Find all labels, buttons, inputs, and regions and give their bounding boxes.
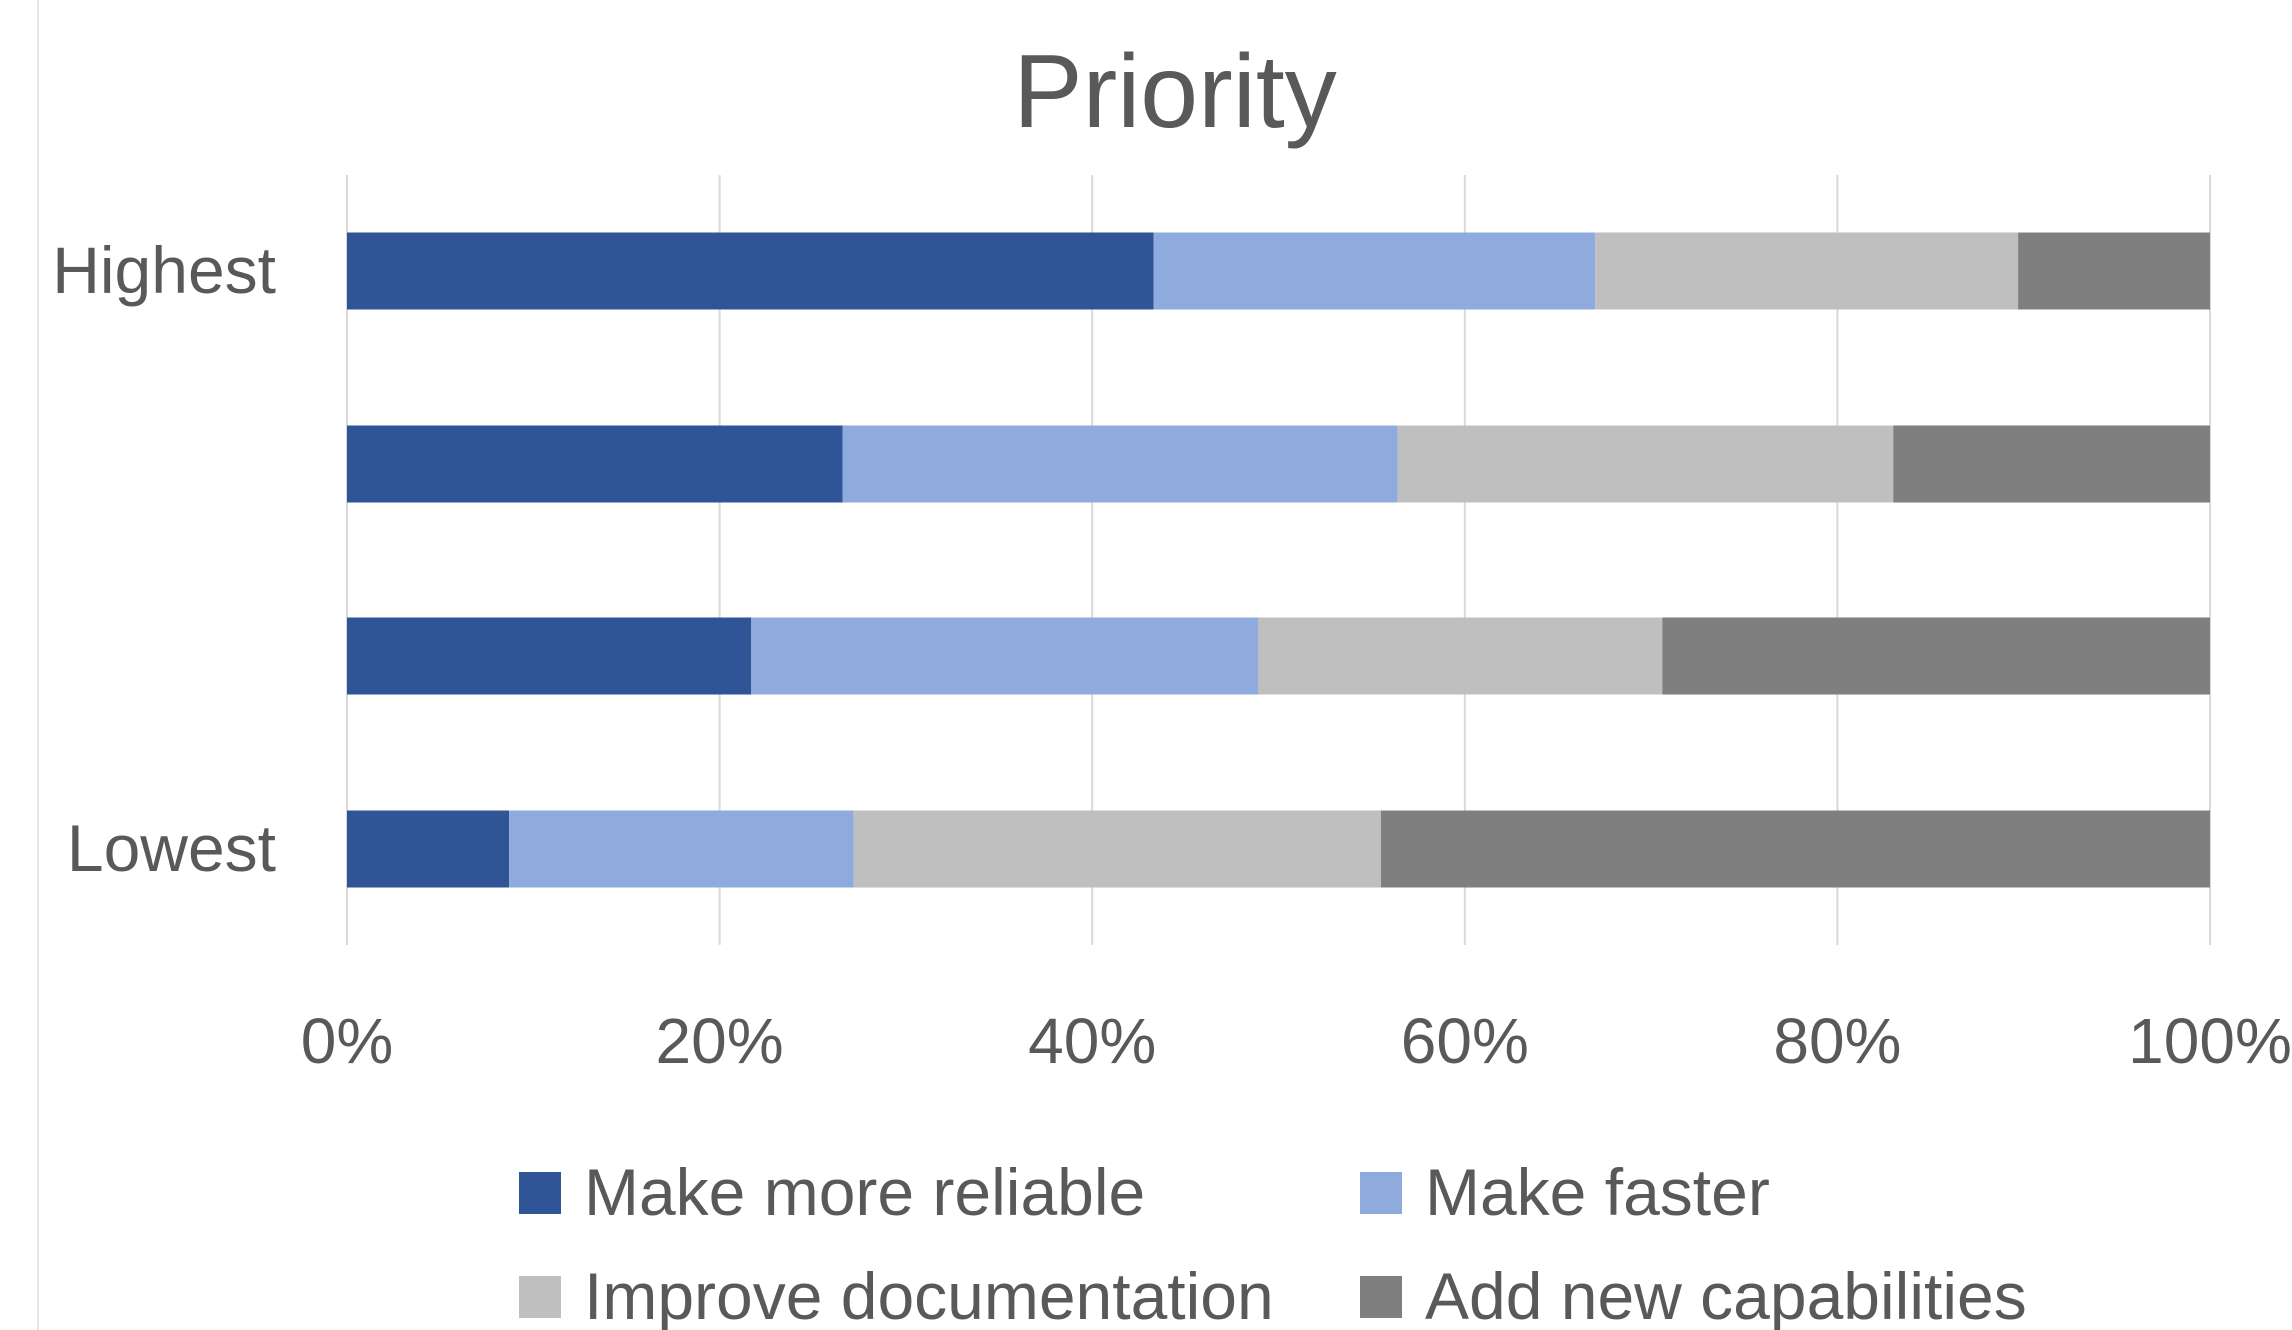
bar-segment bbox=[853, 810, 1381, 888]
legend-swatch bbox=[1360, 1276, 1402, 1318]
category-axis-labels: Highest Lowest bbox=[52, 233, 276, 885]
legend-swatch bbox=[519, 1172, 561, 1214]
x-tick-label: 60% bbox=[1401, 1005, 1529, 1077]
x-tick-label: 80% bbox=[1773, 1005, 1901, 1077]
x-tick-label: 40% bbox=[1028, 1005, 1156, 1077]
bar-segment bbox=[751, 617, 1259, 695]
chart-title: Priority bbox=[1013, 34, 1337, 150]
category-label: Lowest bbox=[67, 811, 276, 885]
x-tick-label: 20% bbox=[656, 1005, 784, 1077]
bar-segment bbox=[347, 425, 843, 503]
bar-segment bbox=[509, 810, 854, 888]
bar-segment bbox=[1595, 232, 2019, 310]
bar-segment bbox=[347, 232, 1154, 310]
legend-label: Make faster bbox=[1425, 1155, 1770, 1229]
bar-segment bbox=[1258, 617, 1663, 695]
bar-segment bbox=[1397, 425, 1894, 503]
legend: Make more reliable Make faster Improve doc… bbox=[519, 1155, 2027, 1330]
legend-label: Add new capabilities bbox=[1425, 1259, 2027, 1330]
legend-label: Improve documentation bbox=[584, 1259, 1274, 1330]
bar-segment bbox=[2018, 232, 2210, 310]
category-label: Highest bbox=[52, 233, 276, 307]
x-tick-label: 100% bbox=[2128, 1005, 2292, 1077]
bar-segment bbox=[1893, 425, 2210, 503]
bar-segment bbox=[347, 810, 510, 888]
bar-segment bbox=[842, 425, 1398, 503]
legend-swatch bbox=[519, 1276, 561, 1318]
x-tick-label: 0% bbox=[301, 1005, 394, 1077]
x-axis-tick-labels: 0% 20% 40% 60% 80% 100% bbox=[301, 1005, 2292, 1077]
bar-segment bbox=[347, 617, 752, 695]
bar-segment bbox=[1662, 617, 2210, 695]
bar-segment bbox=[1380, 810, 2210, 888]
legend-swatch bbox=[1360, 1172, 1402, 1214]
bar-segment bbox=[1153, 232, 1596, 310]
bars bbox=[347, 232, 2210, 888]
legend-label: Make more reliable bbox=[584, 1155, 1145, 1229]
